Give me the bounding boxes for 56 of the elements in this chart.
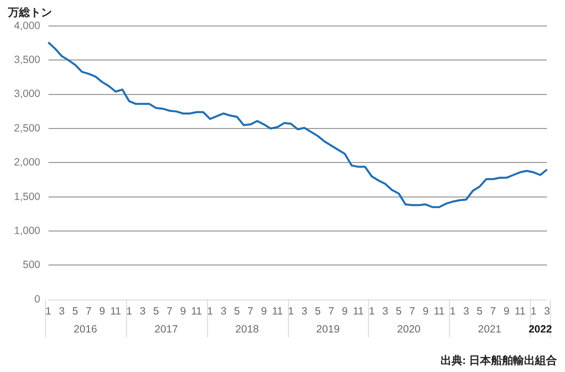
text: 2022: [528, 323, 552, 336]
x-tick-label: 3: [301, 306, 308, 318]
x-tick-label: 5: [396, 306, 402, 318]
source-note: 出典: 日本船舶輸出組合: [440, 354, 558, 368]
x-tick-label: 9: [422, 306, 429, 318]
y-tick-label: 1,500: [14, 190, 40, 203]
text: 2018: [235, 323, 259, 336]
text: 2020: [397, 323, 421, 336]
x-tick-label: 11: [352, 306, 364, 318]
x-tick-label: 5: [153, 306, 160, 318]
x-tick-label: 5: [476, 306, 483, 318]
y-tick-label: 0: [34, 293, 40, 306]
x-tick-label: 5: [314, 306, 321, 318]
x-tick-label: 3: [463, 306, 470, 318]
y-tick-label: 500: [22, 259, 40, 272]
x-tick-label: 7: [328, 306, 334, 318]
x-tick-label: 1: [288, 306, 294, 318]
y-tick-label: 2,000: [14, 156, 40, 169]
x-tick-label: 1: [126, 306, 132, 318]
x-tick-label: 1: [368, 306, 375, 318]
y-tick-label: 2,500: [14, 122, 40, 134]
x-tick-label: 11: [110, 306, 122, 318]
x-tick-label: 9: [261, 306, 268, 318]
x-tick-label: 3: [382, 306, 388, 318]
x-tick-label: 11: [272, 306, 284, 318]
y-tick-label: 1,000: [14, 224, 40, 237]
x-tick-label: 7: [86, 306, 92, 318]
x-tick-label: 1: [450, 306, 456, 318]
y-tick-label: 4,000: [14, 20, 40, 32]
x-tick-label: 11: [434, 306, 445, 318]
x-tick-label: 11: [514, 306, 526, 318]
x-tick-label: 9: [99, 306, 106, 318]
text: 2016: [74, 323, 98, 336]
x-tick-label: 9: [504, 306, 510, 318]
x-tick-label: 11: [191, 306, 202, 318]
x-tick-label: 7: [248, 306, 254, 318]
y-axis-title: 万総トン: [7, 6, 52, 20]
x-tick-label: 5: [234, 306, 240, 318]
x-tick-label: 7: [166, 306, 173, 318]
text: 2021: [478, 323, 502, 336]
x-tick-label: 9: [180, 306, 186, 318]
x-tick-label: 1: [207, 306, 214, 318]
text: 2019: [316, 323, 340, 336]
x-tick-label: 1: [45, 306, 52, 318]
y-tick-label: 3,500: [14, 54, 40, 66]
y-tick-label: 3,000: [14, 88, 40, 100]
x-tick-label: 3: [544, 306, 550, 318]
x-tick-label: 3: [58, 306, 65, 318]
x-tick-label: 5: [72, 306, 78, 318]
text: 2017: [154, 323, 178, 336]
x-tick-label: 1: [530, 306, 537, 318]
x-tick-label: 3: [220, 306, 227, 318]
x-tick-label: 9: [342, 306, 348, 318]
x-tick-label: 7: [409, 306, 416, 318]
x-tick-label: 7: [490, 306, 496, 318]
x-tick-label: 3: [140, 306, 146, 318]
